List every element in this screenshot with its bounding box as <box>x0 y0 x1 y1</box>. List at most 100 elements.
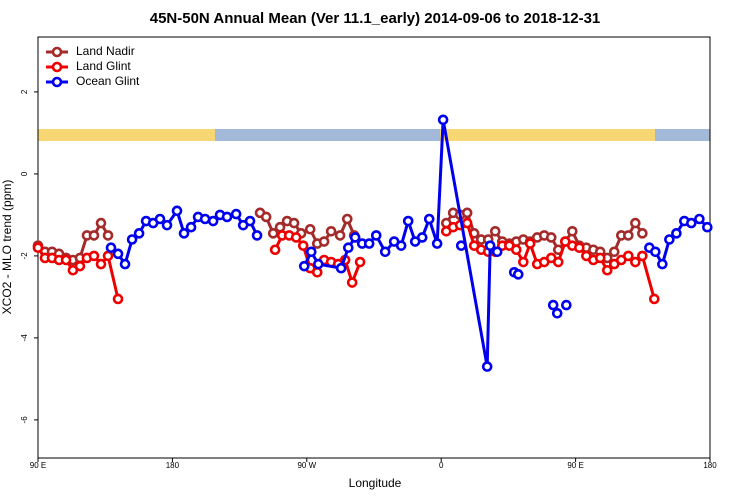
x-axis-label: Longitude <box>349 476 402 490</box>
point-marker <box>623 250 634 262</box>
point-marker <box>431 238 443 249</box>
map-strip <box>38 129 710 141</box>
point-marker <box>298 260 310 272</box>
point-marker <box>402 215 414 227</box>
point-marker <box>545 232 557 243</box>
point-marker <box>630 256 641 268</box>
point-marker <box>686 217 697 229</box>
plot-frame <box>37 36 711 459</box>
point-marker <box>354 256 366 268</box>
x-tick-label: 0 <box>439 461 444 470</box>
x-tick-label: 90 E <box>30 461 46 470</box>
point-marker <box>601 264 613 276</box>
point-marker <box>623 230 634 241</box>
point-marker <box>561 299 572 311</box>
point-marker <box>334 230 346 241</box>
y-tick-label: -4 <box>20 334 29 342</box>
point-marker <box>102 250 114 262</box>
x-tick-label: 90 E <box>567 461 583 470</box>
point-marker <box>221 211 233 223</box>
point-marker <box>423 213 435 225</box>
legend-label: Land Nadir <box>76 44 135 58</box>
point-marker <box>288 217 300 229</box>
point-marker <box>318 236 330 247</box>
point-marker <box>297 240 309 251</box>
point-marker <box>664 234 675 245</box>
point-marker <box>346 277 358 288</box>
land-strip <box>440 129 655 141</box>
point-marker <box>260 211 272 223</box>
point-marker <box>60 254 72 266</box>
point-marker <box>311 267 323 278</box>
x-tick-label: 180 <box>166 461 180 470</box>
point-marker <box>524 238 536 249</box>
point-marker <box>481 361 493 372</box>
point-marker <box>102 230 114 241</box>
point-marker <box>370 230 382 241</box>
point-marker <box>650 246 661 258</box>
point-marker <box>119 258 131 270</box>
point-marker <box>512 269 524 280</box>
point-marker <box>343 242 354 254</box>
point-marker <box>547 299 559 311</box>
legend-marker <box>51 61 63 73</box>
point-marker <box>312 258 324 270</box>
point-marker <box>244 215 256 227</box>
point-marker <box>112 293 124 305</box>
point-marker <box>461 207 473 219</box>
point-marker <box>325 226 337 237</box>
point-marker <box>489 226 501 237</box>
point-marker <box>379 246 391 258</box>
point-marker <box>290 232 302 243</box>
point-marker <box>455 240 467 251</box>
point-marker <box>484 240 496 251</box>
legend-marker <box>51 76 63 88</box>
point-marker <box>32 242 44 254</box>
point-marker <box>178 228 190 239</box>
point-marker <box>105 242 117 254</box>
point-marker <box>185 221 197 233</box>
point-marker <box>251 230 263 241</box>
point-marker <box>437 114 449 126</box>
point-marker <box>694 213 705 225</box>
point-marker <box>269 244 281 256</box>
point-marker <box>349 232 361 243</box>
y-axis-label: XCO2 - MLO trend (ppm) <box>0 180 14 315</box>
y-tick-label: -6 <box>20 416 29 424</box>
point-marker <box>461 217 473 229</box>
point-marker <box>491 246 503 258</box>
point-marker <box>305 246 317 258</box>
y-tick-label: 2 <box>20 89 29 94</box>
point-marker <box>702 221 713 233</box>
point-marker <box>230 208 242 220</box>
point-marker <box>511 244 522 256</box>
point-marker <box>648 293 660 305</box>
point-marker <box>154 213 166 225</box>
legend-label: Land Glint <box>76 59 131 73</box>
point-marker <box>551 307 563 319</box>
point-marker <box>395 240 407 251</box>
chart-title: 45N-50N Annual Mean (Ver 11.1_early) 201… <box>150 10 601 27</box>
legend-label: Ocean Glint <box>76 74 140 88</box>
point-marker <box>552 256 564 268</box>
point-marker <box>657 258 668 270</box>
point-marker <box>74 260 86 272</box>
point-marker <box>567 226 578 237</box>
x-tick-label: 180 <box>703 461 717 470</box>
point-marker <box>207 215 219 227</box>
point-marker <box>171 205 183 217</box>
y-tick-label: -2 <box>20 252 29 260</box>
point-marker <box>637 228 648 239</box>
point-marker <box>304 223 316 235</box>
point-marker <box>637 250 648 262</box>
point-marker <box>161 219 173 231</box>
point-marker <box>126 234 138 245</box>
point-marker <box>594 252 606 264</box>
point-marker <box>199 213 211 225</box>
point-marker <box>341 213 353 225</box>
point-marker <box>630 217 641 229</box>
point-marker <box>416 232 428 243</box>
y-tick-label: 0 <box>20 171 29 176</box>
land-strip <box>38 129 215 141</box>
